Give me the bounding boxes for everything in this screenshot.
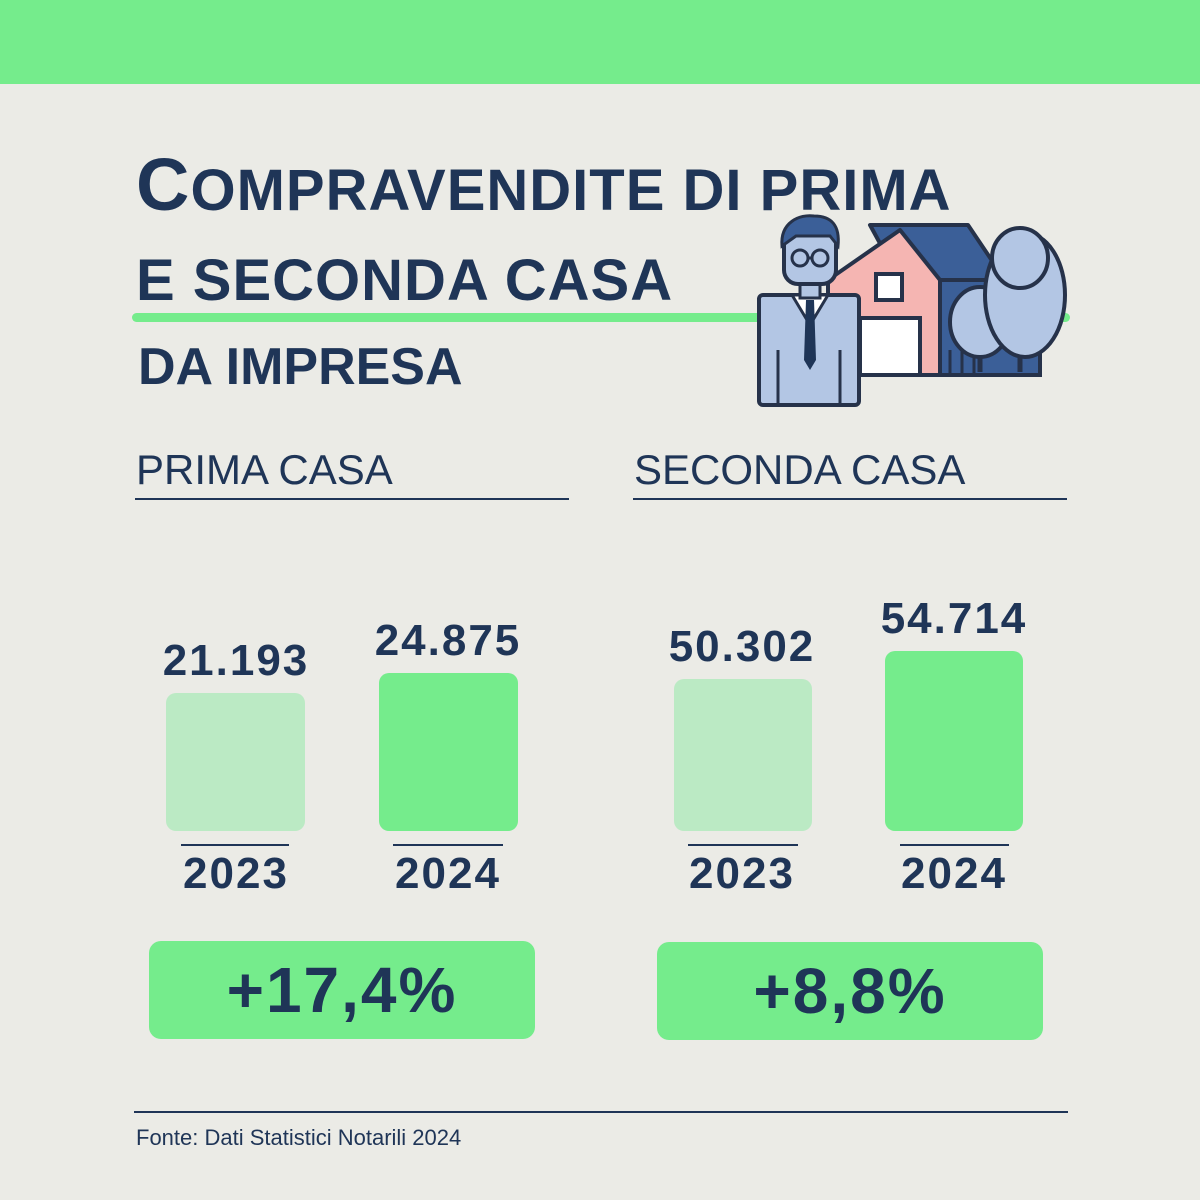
prima-casa-2023-tick	[181, 844, 289, 846]
seconda-casa-2024-value: 54.714	[880, 594, 1028, 643]
seconda-casa-title: SECONDA CASA	[634, 446, 966, 493]
house-icon	[826, 223, 1042, 377]
seconda-casa-rule	[633, 498, 1067, 500]
prima-casa-2024-bar	[379, 673, 518, 831]
illustration	[757, 214, 1067, 407]
prima-casa-2024-year: 2024	[395, 849, 501, 898]
seconda-casa-2023-year: 2023	[689, 849, 795, 898]
prima-casa-2023-bar	[166, 693, 305, 831]
seconda-casa-change-value: +8,8%	[753, 955, 947, 1027]
seconda-casa-change-badge: +8,8%	[657, 942, 1043, 1040]
prima-casa-rule	[135, 498, 569, 500]
prima-casa-2024-tick	[393, 844, 503, 846]
businessman-icon	[757, 214, 861, 407]
prima-casa-2023-value: 21.193	[162, 636, 310, 685]
prima-casa-change-value: +17,4%	[226, 954, 458, 1026]
prima-casa-title: PRIMA CASA	[136, 446, 393, 493]
page-title: COMPRAVENDITE DI PRIMA E SECONDA CASA	[136, 140, 952, 326]
seconda-casa-2024-year: 2024	[901, 849, 1007, 898]
prima-casa-change-badge: +17,4%	[149, 941, 535, 1039]
seconda-casa-2023-bar	[674, 679, 812, 831]
title-line1: OMPRAVENDITE DI PRIMA	[190, 158, 952, 223]
seconda-casa-2024-bar	[885, 651, 1023, 831]
top-accent-bar	[0, 0, 1200, 84]
seconda-casa-2024-tick	[900, 844, 1009, 846]
prima-casa-2024-value: 24.875	[374, 616, 522, 665]
tree-icon	[948, 226, 1067, 372]
subtitle: DA IMPRESA	[138, 338, 463, 396]
seconda-casa-2023-value: 50.302	[668, 622, 816, 671]
seconda-casa-2023-tick	[688, 844, 798, 846]
title-underline	[132, 313, 1070, 322]
prima-casa-2023-year: 2023	[183, 849, 289, 898]
source-note: Fonte: Dati Statistici Notarili 2024	[136, 1125, 462, 1150]
source-rule	[134, 1111, 1068, 1113]
title-initial: C	[136, 143, 191, 226]
title-line2: E SECONDA CASA	[136, 248, 674, 313]
